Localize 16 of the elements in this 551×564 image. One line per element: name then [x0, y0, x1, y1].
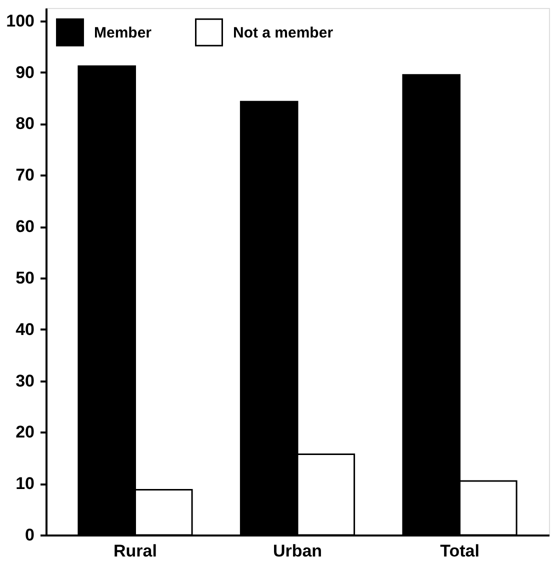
y-tick-label: 10: [16, 474, 34, 494]
y-tick-label: 0: [25, 526, 34, 544]
x-tick-label: Rural: [114, 542, 157, 560]
y-tick-label: 100: [6, 11, 34, 30]
x-tick-label: Urban: [272, 542, 322, 560]
legend-label: Member: [94, 24, 152, 42]
y-tick-label: 70: [16, 166, 34, 185]
y-tick-label: 30: [16, 371, 34, 390]
legend-label: Not a member: [233, 24, 334, 42]
y-tick-label: 90: [16, 62, 34, 82]
y-tick-label: 20: [16, 422, 34, 442]
y-tick-label: 80: [16, 114, 34, 134]
y-tick-label: 50: [16, 268, 34, 288]
x-tick-label: Total: [440, 542, 480, 560]
y-tick-label: 40: [16, 320, 34, 339]
y-tick-label: 60: [16, 217, 34, 236]
